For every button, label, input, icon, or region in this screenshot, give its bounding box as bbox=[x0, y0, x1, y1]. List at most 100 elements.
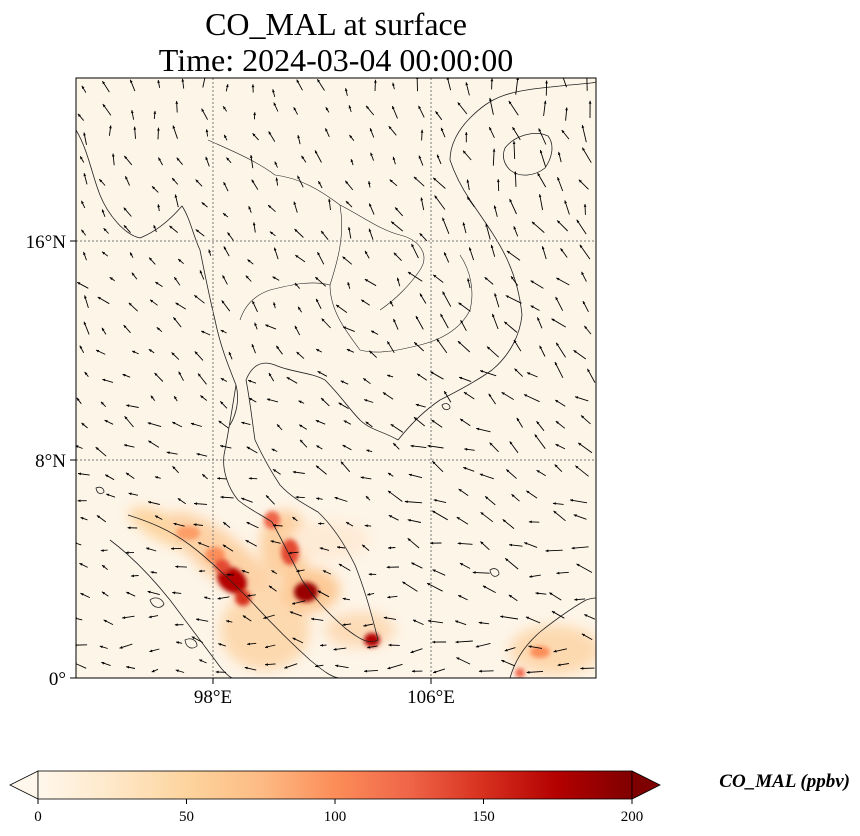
wind-arrow-head bbox=[466, 179, 470, 183]
wind-arrow-head bbox=[457, 102, 461, 106]
wind-arrow-head bbox=[319, 547, 323, 550]
wind-arrow-head bbox=[555, 421, 559, 424]
wind-arrow-head bbox=[387, 374, 391, 378]
wind-arrow bbox=[513, 141, 516, 160]
wind-arrow-head bbox=[393, 318, 396, 323]
wind-arrow-head bbox=[366, 105, 369, 109]
wind-arrow-head bbox=[78, 472, 82, 476]
wind-arrow-head bbox=[362, 544, 366, 548]
wind-arrow-head bbox=[299, 424, 303, 428]
wind-arrow-head bbox=[315, 420, 319, 423]
wind-arrow-head bbox=[475, 644, 479, 648]
wind-arrow-head bbox=[328, 198, 331, 202]
wind-arrow-head bbox=[157, 127, 160, 131]
wind-arrow-head bbox=[407, 538, 411, 542]
wind-arrow-head bbox=[571, 546, 575, 550]
wind-arrow-head bbox=[413, 417, 417, 421]
wind-arrow-head bbox=[151, 669, 155, 673]
coast-peninsula-west bbox=[223, 384, 273, 523]
wind-arrow-head bbox=[371, 330, 375, 334]
colorbar-extend-min bbox=[9, 770, 39, 800]
wind-arrow-head bbox=[553, 649, 557, 653]
wind-arrow-head bbox=[368, 181, 371, 185]
wind-arrow-head bbox=[584, 325, 588, 329]
wind-arrow-head bbox=[275, 177, 279, 181]
wind-arrow-head bbox=[345, 180, 349, 184]
wind-arrow-head bbox=[101, 209, 105, 213]
wind-arrow-head bbox=[149, 649, 153, 653]
wind-arrow-head bbox=[321, 398, 325, 401]
wind-arrow-head bbox=[109, 125, 112, 129]
wind-arrow-head bbox=[226, 573, 230, 577]
wind-arrow-head bbox=[490, 244, 494, 249]
wind-arrow-head bbox=[391, 221, 395, 225]
wind-arrow-head bbox=[133, 126, 137, 130]
wind-arrow-head bbox=[432, 640, 436, 644]
wind-arrow-head bbox=[200, 395, 204, 399]
wind-arrow-head bbox=[472, 571, 476, 574]
wind-arrow-head bbox=[103, 619, 107, 623]
wind-arrow-head bbox=[545, 80, 548, 84]
wind-arrow-head bbox=[295, 495, 299, 499]
wind-arrow-head bbox=[536, 470, 540, 473]
colorbar-tick-150: 150 bbox=[472, 809, 495, 825]
wind-arrow-head bbox=[266, 495, 269, 499]
wind-arrow-head bbox=[223, 213, 227, 217]
wind-arrow-head bbox=[252, 222, 256, 226]
coast-islands bbox=[95, 403, 500, 649]
wind-arrow-head bbox=[130, 252, 133, 256]
wind-arrow-head bbox=[315, 277, 319, 280]
colorbar-tick-50: 50 bbox=[179, 809, 194, 825]
wind-arrow-head bbox=[528, 645, 532, 648]
wind-arrow-head bbox=[490, 78, 494, 82]
wind-arrow-head bbox=[433, 274, 437, 278]
wind-arrow-head bbox=[251, 179, 255, 183]
wind-arrow-head bbox=[99, 179, 103, 183]
wind-arrow-head bbox=[296, 79, 300, 83]
wind-arrow-head bbox=[132, 350, 136, 354]
wind-arrow-head bbox=[456, 657, 460, 660]
wind-arrow bbox=[407, 271, 423, 282]
wind-arrow-head bbox=[390, 424, 394, 427]
wind-arrow-head bbox=[467, 196, 470, 200]
wind-arrow-head bbox=[273, 469, 277, 472]
wind-arrow-head bbox=[201, 330, 205, 334]
y-tick-8N: 8°N bbox=[35, 451, 66, 472]
wind-arrow-head bbox=[463, 467, 467, 470]
wind-arrow-head bbox=[578, 179, 582, 183]
wind-arrow-head bbox=[273, 302, 276, 306]
wind-arrow-head bbox=[537, 173, 541, 177]
wind-arrow-head bbox=[173, 522, 177, 526]
wind-arrow-head bbox=[435, 111, 439, 115]
wind-arrow-head bbox=[565, 107, 568, 111]
borders bbox=[207, 139, 473, 353]
coast-borneo bbox=[509, 597, 596, 678]
wind-arrow-head bbox=[561, 130, 565, 134]
colorbar-ticks bbox=[37, 799, 633, 804]
wind-arrow-head bbox=[369, 128, 373, 132]
wind-arrow-head bbox=[456, 517, 460, 520]
wind-arrow-head bbox=[172, 125, 176, 129]
wind-arrow-head bbox=[440, 127, 444, 131]
wind-arrow-head bbox=[463, 392, 468, 395]
wind-arrow-head bbox=[272, 524, 276, 527]
wind-arrow-head bbox=[242, 615, 246, 619]
wind-arrow-head bbox=[297, 175, 300, 179]
colorbar-tick-0: 0 bbox=[34, 809, 42, 825]
hotspot-sumatra-1 bbox=[217, 566, 247, 594]
wind-arrow-head bbox=[347, 226, 351, 230]
wind-arrow-head bbox=[364, 669, 368, 673]
wind-arrow-head bbox=[340, 380, 344, 384]
wind-arrow-head bbox=[101, 662, 105, 665]
wind-arrow-head bbox=[508, 100, 512, 105]
wind-arrow-head bbox=[316, 497, 320, 501]
wind-arrow-head bbox=[527, 372, 531, 375]
wind-arrow-head bbox=[148, 349, 152, 352]
wind-arrow-head bbox=[298, 400, 302, 404]
wind-arrow-head bbox=[166, 451, 170, 455]
wind-arrow bbox=[581, 147, 592, 163]
wind-arrow-head bbox=[513, 339, 517, 344]
wind-arrow-head bbox=[431, 420, 435, 423]
wind-arrow-head bbox=[286, 377, 290, 380]
wind-arrow-head bbox=[246, 446, 250, 450]
